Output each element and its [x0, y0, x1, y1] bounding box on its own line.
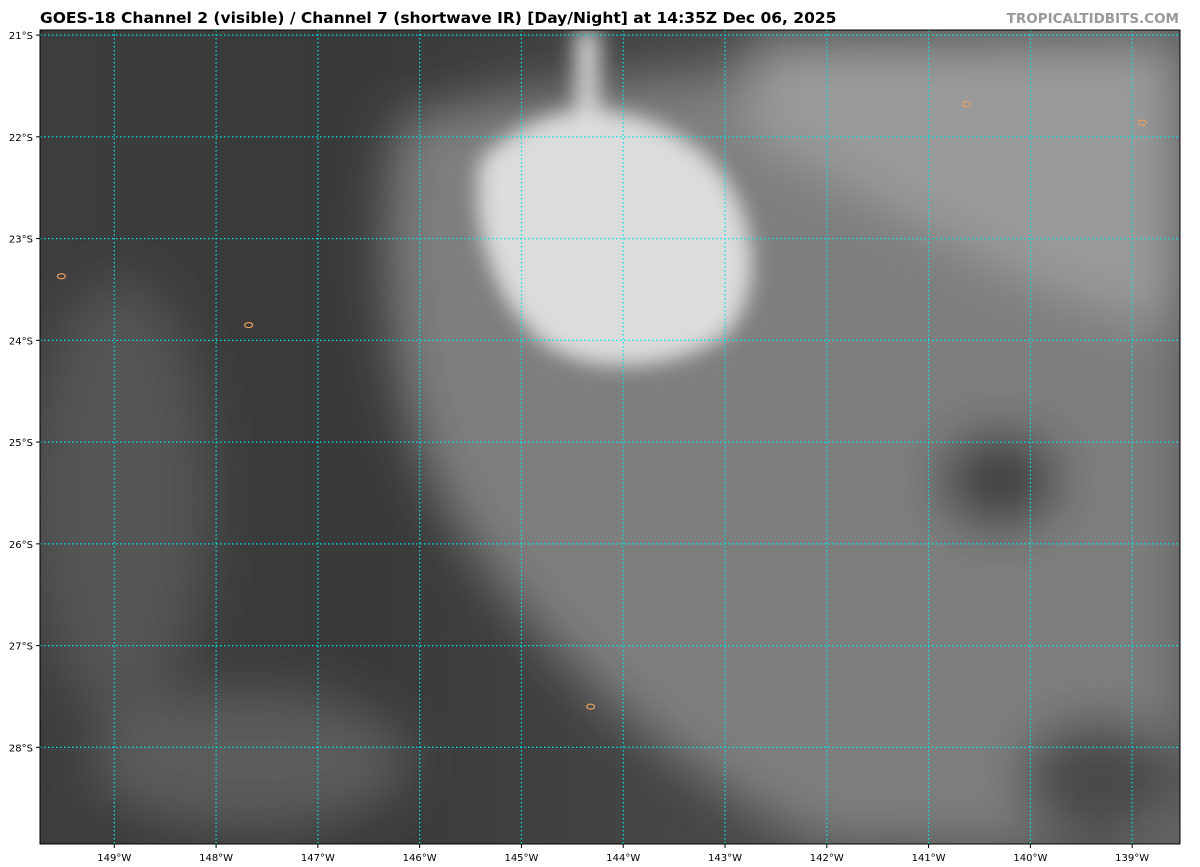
- lon-tick-label: 143°W: [708, 853, 742, 864]
- lat-tick-label: 24°S: [9, 336, 33, 347]
- lon-tick-label: 149°W: [97, 853, 131, 864]
- map-frame: [39, 29, 1181, 845]
- lon-tick-label: 139°W: [1115, 853, 1149, 864]
- island-outline: [56, 273, 66, 280]
- lat-tick-label: 22°S: [9, 133, 33, 144]
- island-outline: [1137, 119, 1147, 126]
- lat-tick-label: 23°S: [9, 235, 33, 246]
- island-outline: [961, 101, 971, 108]
- lon-tick-label: 140°W: [1013, 853, 1047, 864]
- lon-tick-label: 146°W: [403, 853, 437, 864]
- lat-tick-label: 26°S: [9, 540, 33, 551]
- lon-tick-label: 148°W: [199, 853, 233, 864]
- island-outline: [244, 321, 254, 329]
- island-outline: [586, 703, 596, 710]
- lon-tick-label: 147°W: [301, 853, 335, 864]
- lon-tick-label: 144°W: [606, 853, 640, 864]
- brand-watermark: TROPICALTIDBITS.COM: [1006, 11, 1179, 27]
- map-title: GOES-18 Channel 2 (visible) / Channel 7 …: [40, 9, 837, 27]
- lat-tick-label: 25°S: [9, 438, 33, 449]
- lat-tick-label: 21°S: [9, 31, 33, 42]
- lat-tick-label: 27°S: [9, 642, 33, 653]
- satellite-imagery: [40, 30, 1180, 844]
- lat-tick-label: 28°S: [9, 743, 33, 754]
- coastlines: [56, 101, 1147, 710]
- axis-ticks: 149°W 148°W 147°W 146°W 145°W 144°W 143°W 142°W…: [9, 31, 1149, 864]
- lon-tick-label: 141°W: [912, 853, 946, 864]
- lon-tick-label: 142°W: [810, 853, 844, 864]
- lon-tick-label: 145°W: [504, 853, 538, 864]
